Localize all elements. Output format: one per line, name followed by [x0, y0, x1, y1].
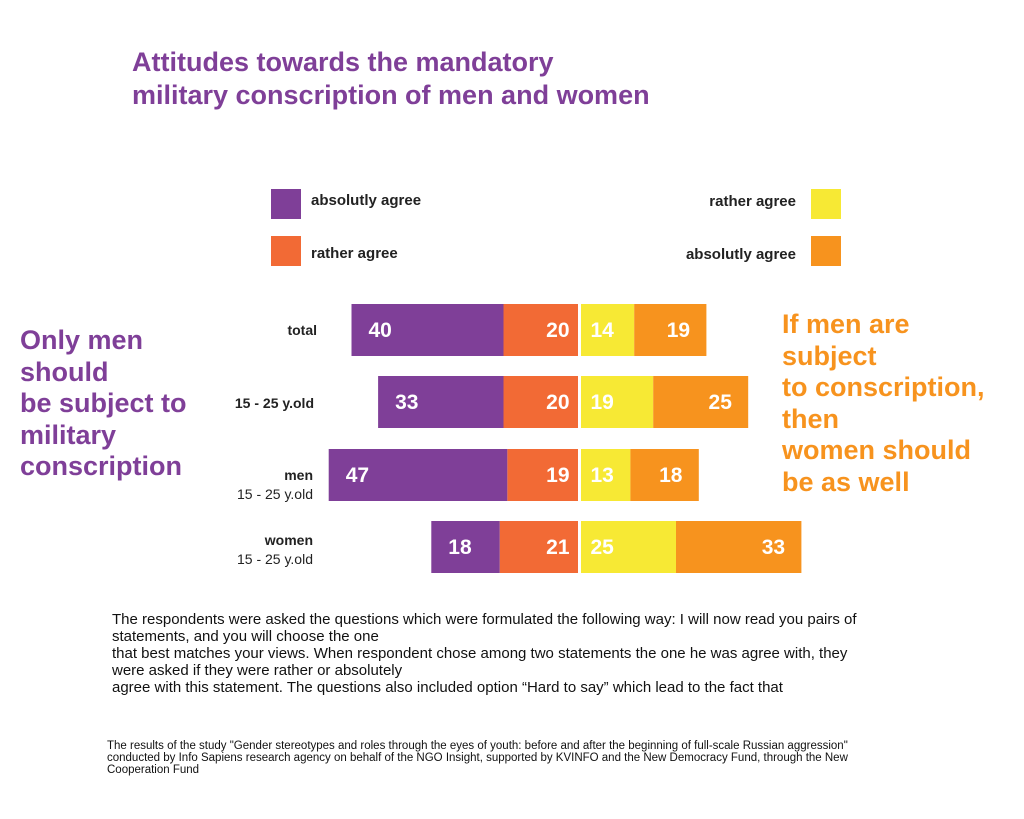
chart-title-line-1: Attitudes towards the mandatory [132, 47, 554, 77]
row-label-sub: 15 - 25 y.old [236, 486, 313, 502]
right-side-caption: If men are subject to conscription, then… [782, 309, 1022, 498]
legend-label-right-rather-agree: rather agree [709, 193, 796, 210]
source-line: The results of the study "Gender stereot… [107, 740, 848, 752]
legend-label-right-absolutly-agree: absolutly agree [685, 246, 796, 263]
chart-title: Attitudes towards the mandatory military… [132, 46, 832, 112]
row-label-sub: 15 - 25 y.old [236, 551, 313, 567]
bar-left-absolutly-agree [431, 521, 500, 573]
note-line: statements, and you will choose the one [112, 628, 379, 645]
left-caption-line: military [20, 419, 117, 450]
bar-label-left-absolutly-agree: 18 [448, 536, 472, 559]
bar-label-right-absolutly-agree: 25 [709, 391, 733, 414]
legend-swatch-right-absolutly-agree [811, 236, 841, 266]
bar-left-rather-agree [499, 521, 580, 573]
bar-left-rather-agree [503, 376, 580, 428]
bar-right-absolutly-agree [630, 449, 699, 501]
legend-swatch-left-rather-agree [271, 236, 301, 266]
right-caption-line: If men are [782, 309, 910, 339]
row-label-15-25: 15 - 25 y.old [235, 395, 314, 411]
source-line: Cooperation Fund [107, 764, 200, 776]
bar-label-right-absolutly-agree: 33 [762, 536, 785, 559]
bar-left-absolutly-agree [351, 304, 504, 356]
row-label-main: men [284, 467, 313, 483]
bar-right-rather-agree [581, 304, 635, 356]
left-caption-line: be subject to [20, 388, 187, 418]
bar-label-left-rather-agree: 19 [546, 464, 569, 487]
right-caption-line: then [782, 403, 839, 434]
bar-right-rather-agree [581, 449, 631, 501]
bar-label-right-rather-agree: 25 [591, 536, 615, 559]
bar-left-rather-agree [507, 449, 580, 501]
note-line: were asked if they were rather or absolu… [112, 662, 403, 679]
left-caption-line: Only men [20, 325, 144, 355]
right-caption-line: women should [782, 435, 971, 465]
chart-title-line-2: military conscription of men and women [132, 80, 650, 110]
bar-label-left-rather-agree: 20 [546, 391, 569, 414]
note-line: that best matches your views. When respo… [112, 645, 848, 662]
source-line: conducted by Info Sapiens research agenc… [107, 752, 848, 764]
left-caption-line: conscription [20, 451, 183, 481]
methodology-note: The respondents were asked the questions… [112, 611, 992, 696]
right-caption-line: subject [782, 340, 877, 371]
bar-label-right-rather-agree: 19 [591, 391, 614, 414]
right-caption-line: be as well [782, 466, 910, 497]
bar-right-absolutly-agree [634, 304, 707, 356]
bar-label-left-absolutly-agree: 47 [346, 464, 369, 487]
right-caption-line: to conscription, [782, 372, 985, 402]
row-label-main: 15 - 25 y.old [234, 395, 314, 411]
bar-right-absolutly-agree [676, 521, 802, 573]
bar-label-right-absolutly-agree: 18 [659, 464, 683, 487]
note-line: The respondents were asked the questions… [112, 611, 857, 628]
left-caption-line: should [20, 356, 109, 387]
row-label-women: women 15 - 25 y.old [237, 532, 313, 567]
bar-left-absolutly-agree [328, 449, 508, 501]
row-label-total: total [287, 322, 317, 338]
row-label-main: total [287, 322, 317, 338]
source-note: The results of the study "Gender stereot… [107, 740, 947, 776]
bar-left-absolutly-agree [378, 376, 504, 428]
bar-label-right-rather-agree: 13 [591, 464, 614, 487]
bar-label-left-absolutly-agree: 40 [369, 319, 392, 342]
left-side-caption: Only men should be subject to military c… [20, 325, 230, 483]
legend-swatch-left-absolutly-agree [271, 189, 301, 219]
bar-label-right-rather-agree: 14 [591, 319, 615, 342]
bar-right-rather-agree [581, 521, 676, 573]
legend-swatch-right-rather-agree [811, 189, 841, 219]
row-label-main: women [264, 532, 313, 548]
bar-label-left-rather-agree: 20 [546, 319, 569, 342]
bar-label-right-absolutly-agree: 19 [667, 319, 690, 342]
bar-label-left-absolutly-agree: 33 [395, 391, 418, 414]
bar-right-absolutly-agree [653, 376, 749, 428]
bar-label-left-rather-agree: 21 [546, 536, 570, 559]
note-line: agree with this statement. The questions… [112, 679, 783, 696]
row-label-men: men 15 - 25 y.old [237, 467, 313, 502]
bar-left-rather-agree [503, 304, 580, 356]
legend-label-left-rather-agree: rather agree [311, 245, 398, 262]
legend-label-left-absolutly-agree: absolutly agree [311, 192, 422, 209]
bar-right-rather-agree [581, 376, 654, 428]
